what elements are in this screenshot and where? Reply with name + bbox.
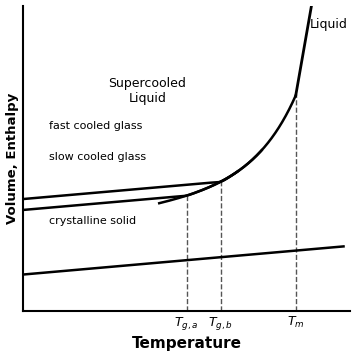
- Text: fast cooled glass: fast cooled glass: [49, 121, 142, 131]
- Text: Supercooled
Liquid: Supercooled Liquid: [108, 77, 186, 105]
- Text: crystalline solid: crystalline solid: [49, 216, 136, 226]
- Text: slow cooled glass: slow cooled glass: [49, 152, 146, 162]
- Y-axis label: Volume, Enthalpy: Volume, Enthalpy: [5, 93, 19, 224]
- Text: Liquid: Liquid: [309, 18, 347, 31]
- X-axis label: Temperature: Temperature: [131, 336, 242, 351]
